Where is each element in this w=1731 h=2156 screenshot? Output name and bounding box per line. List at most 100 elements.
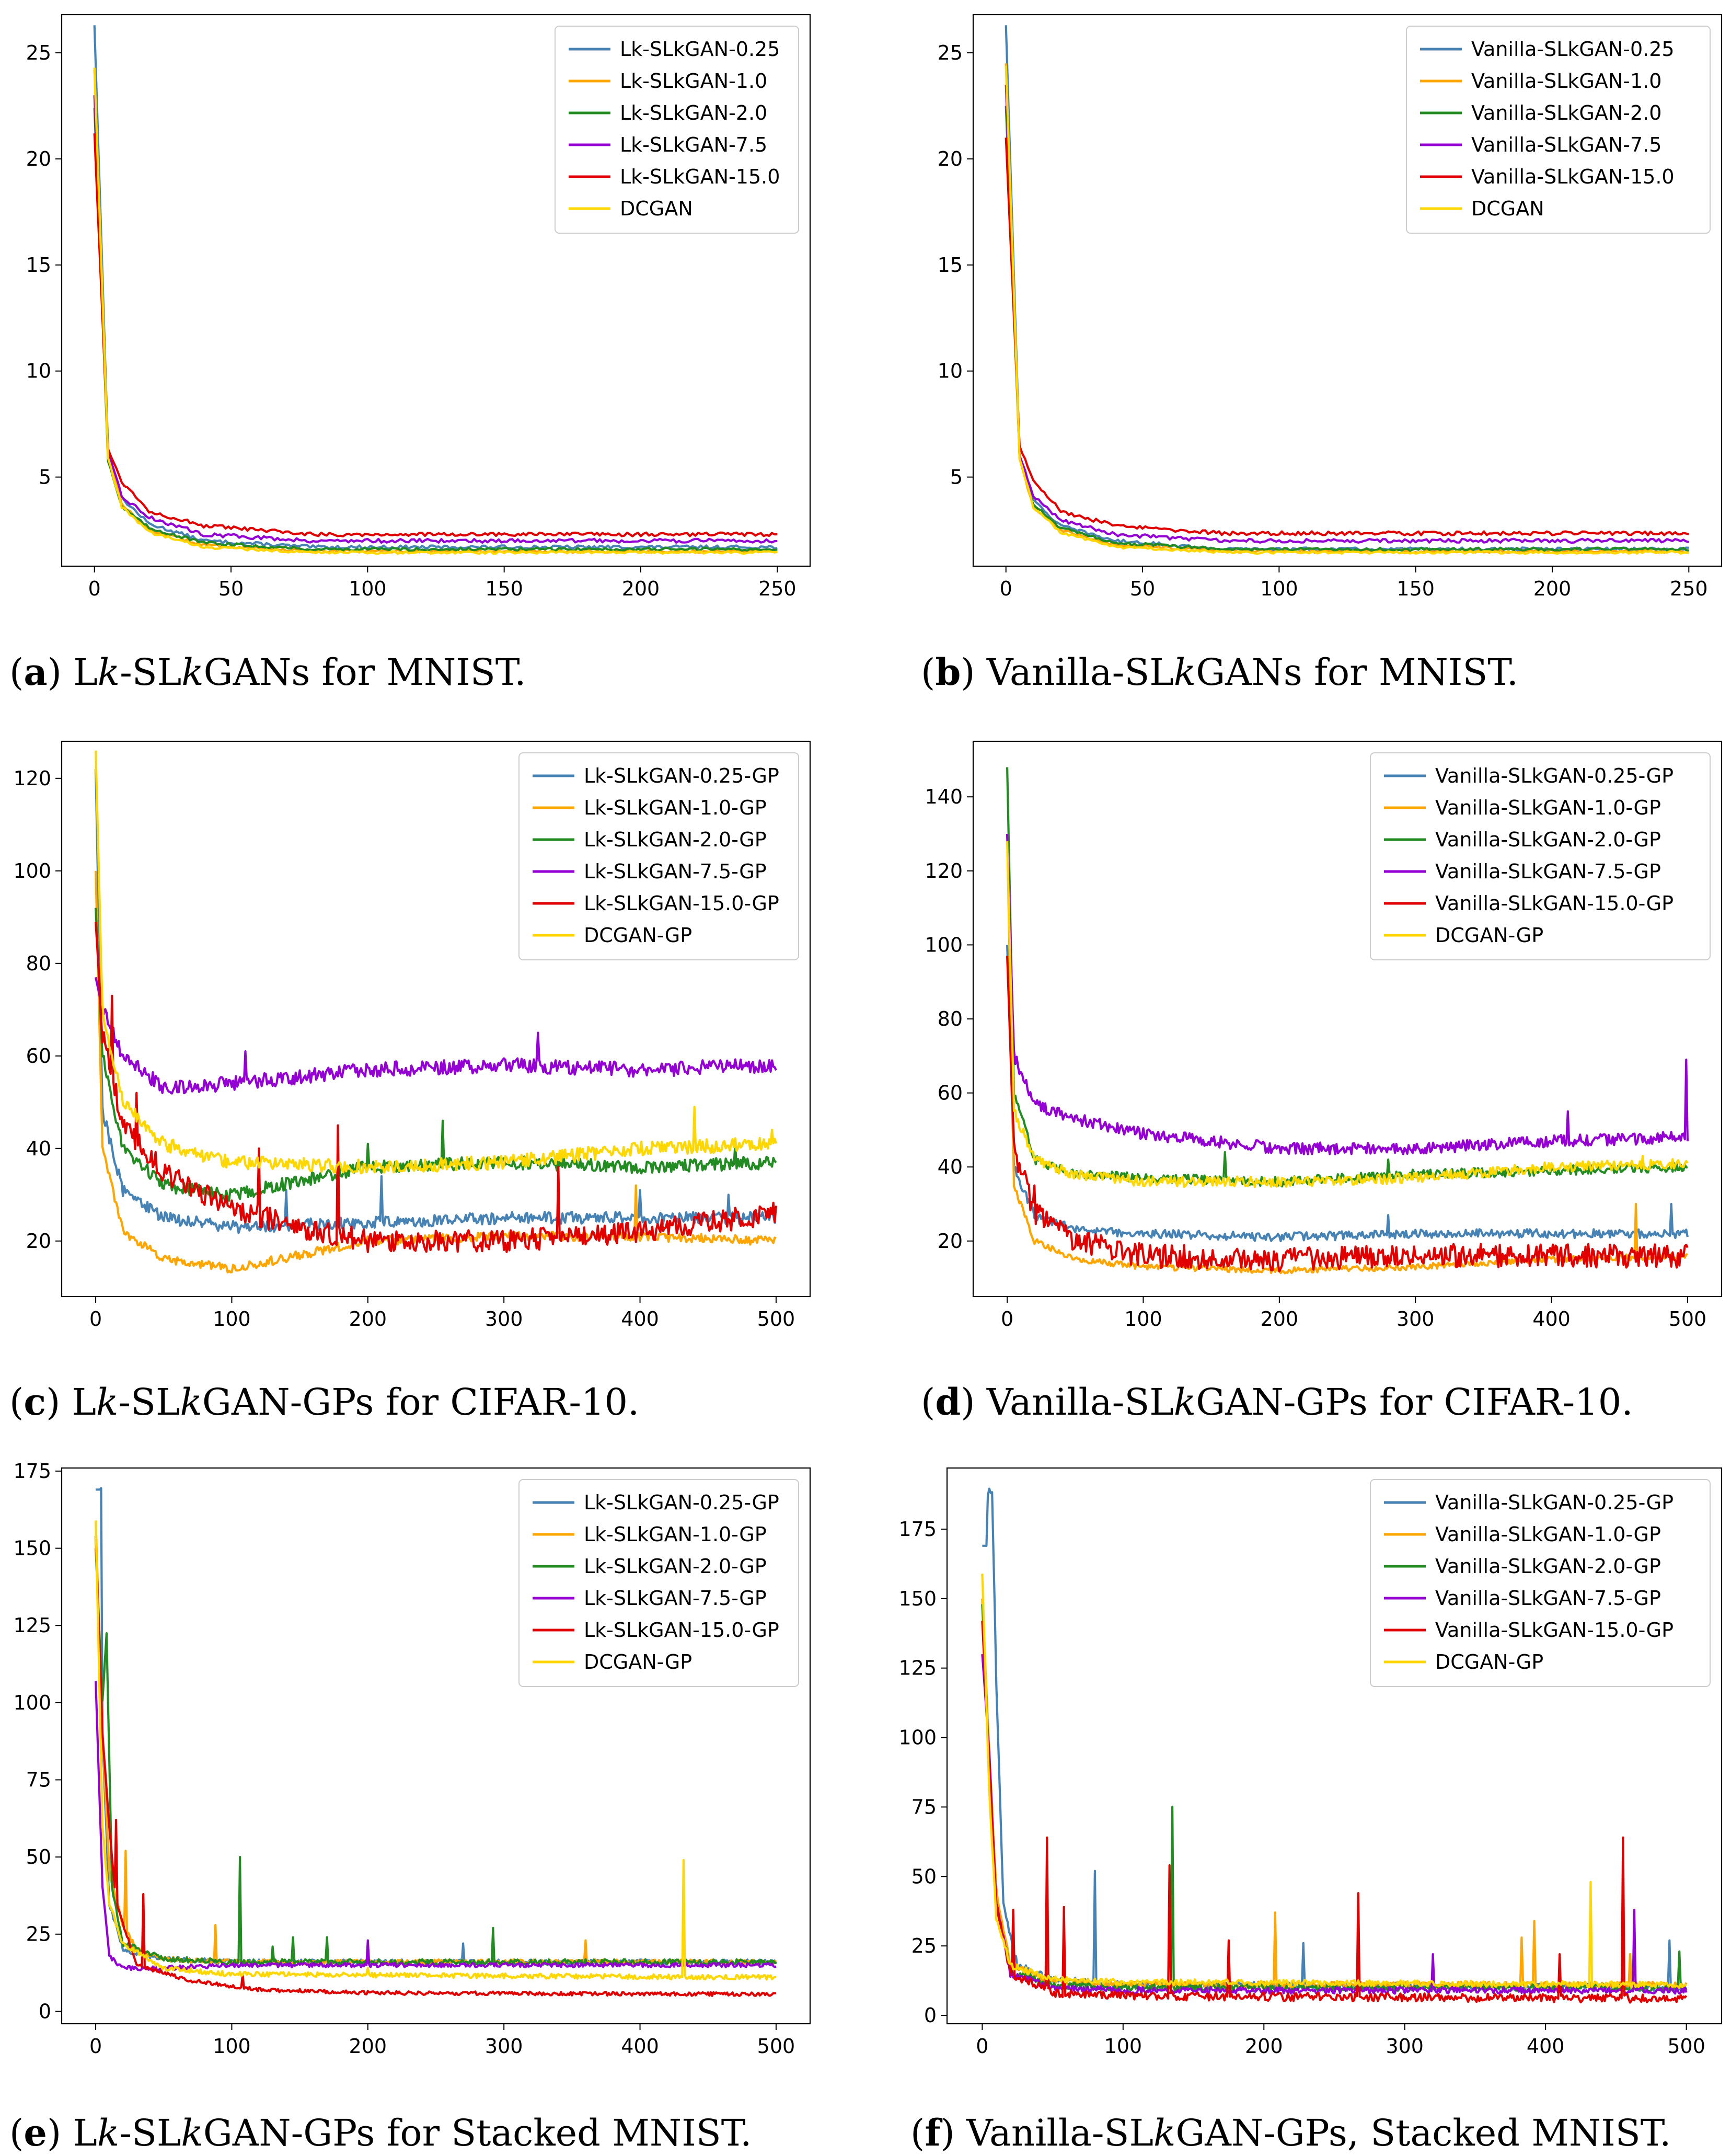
series-line-Vanilla-SLkGAN-15.0-GP <box>981 1621 1688 2004</box>
legend-label: Vanilla-SLkGAN-2.0 <box>1471 101 1661 124</box>
series-line-Vanilla-SLkGAN-2.0 <box>1005 106 1689 552</box>
x-tick-label: 200 <box>1261 1308 1299 1331</box>
legend-label: Lk-SLkGAN-15.0 <box>620 165 780 188</box>
y-tick-label: 80 <box>26 952 51 975</box>
plot-area <box>95 1487 777 1997</box>
x-tick-label: 200 <box>349 2035 387 2058</box>
x-tick-label: 100 <box>213 2035 251 2058</box>
legend: Lk-SLkGAN-0.25 Lk-SLkGAN-1.0 Lk-SLkGAN-2.0… <box>555 26 799 234</box>
y-tick-label: 60 <box>938 1082 963 1105</box>
x-tick-label: 50 <box>1130 577 1155 600</box>
x-tick-label: 300 <box>485 2035 523 2058</box>
y-tick-label: 10 <box>938 360 963 383</box>
legend-label: Vanilla-SLkGAN-15.0-GP <box>1435 1619 1674 1642</box>
y-tick-label: 75 <box>26 1768 51 1791</box>
x-tick-label: 300 <box>1386 2035 1424 2058</box>
x-tick-label: 100 <box>349 577 387 600</box>
series-line-Vanilla-SLkGAN-0.25-GP <box>1006 945 1689 1243</box>
y-tick-label: 175 <box>13 1460 51 1483</box>
series-line-Lk-SLkGAN-2.0 <box>93 108 778 552</box>
legend-label: Lk-SLkGAN-1.0-GP <box>584 1523 767 1546</box>
legend-label: DCGAN-GP <box>584 1650 692 1673</box>
legend: Vanilla-SLkGAN-0.25-GP Vanilla-SLkGAN-1.0… <box>1370 752 1711 960</box>
legend-label: Vanilla-SLkGAN-7.5-GP <box>1435 1587 1661 1610</box>
series-line-Lk-SLkGAN-7.5-GP <box>95 977 777 1095</box>
y-tick-label: 80 <box>938 1007 963 1030</box>
series-line-DCGAN-GP <box>95 750 777 1175</box>
x-tick-label: 100 <box>1124 1308 1162 1331</box>
series-line-Lk-SLkGAN-15.0 <box>93 133 778 537</box>
plot-frame <box>972 14 1723 567</box>
series-line-DCGAN-GP <box>1006 841 1689 1188</box>
legend-label: Vanilla-SLkGAN-7.5 <box>1471 133 1661 156</box>
y-tick-label: 60 <box>26 1045 51 1068</box>
legend-label: Lk-SLkGAN-1.0-GP <box>584 796 767 819</box>
legend-label: Lk-SLkGAN-7.5-GP <box>584 1587 767 1610</box>
legend-label: Vanilla-SLkGAN-15.0 <box>1471 165 1675 188</box>
series-line-Lk-SLkGAN-1.0 <box>93 70 778 554</box>
y-tick-label: 5 <box>950 466 963 489</box>
plot-frame <box>61 14 811 567</box>
x-tick-label: 500 <box>1669 1308 1707 1331</box>
caption-d: (d) Vanilla-SLkGAN-GPs for CIFAR-10. <box>921 1380 1633 1424</box>
y-tick-label: 50 <box>26 1845 51 1868</box>
legend-label: Vanilla-SLkGAN-1.0-GP <box>1435 1523 1661 1546</box>
x-tick-label: 500 <box>757 1308 795 1331</box>
y-tick-label: 25 <box>26 1923 51 1946</box>
plot-frame <box>61 740 811 1298</box>
x-tick-label: 200 <box>1533 577 1572 600</box>
x-tick-label: 400 <box>1532 1308 1571 1331</box>
series-line-DCGAN <box>1005 65 1689 555</box>
series-line-Lk-SLkGAN-15.0-GP <box>95 1535 777 1997</box>
x-tick-label: 200 <box>1245 2035 1283 2058</box>
chart-panel-b: 0 50 100 150 200 250 5 10 15 20 25 Vanilla-SLkGAN-0… <box>921 14 1723 694</box>
legend-label: DCGAN-GP <box>1435 1650 1543 1673</box>
y-tick-label: 120 <box>13 767 51 790</box>
legend-label: Vanilla-SLkGAN-15.0-GP <box>1435 892 1674 915</box>
x-tick-label: 400 <box>1527 2035 1565 2058</box>
y-tick-label: 20 <box>938 147 963 170</box>
y-tick-label: 15 <box>26 254 51 277</box>
chart-panel-d: 0 100 200 300 400 500 20 40 60 80 100 120 140 Vanilla… <box>921 740 1723 1424</box>
legend-label: DCGAN-GP <box>1435 924 1543 947</box>
x-tick-label: 500 <box>1667 2035 1705 2058</box>
y-tick-label: 0 <box>39 2000 51 2023</box>
plot-area <box>95 750 777 1274</box>
x-tick-label: 400 <box>621 1308 659 1331</box>
legend-label: DCGAN <box>1471 197 1544 220</box>
y-tick-label: 5 <box>39 466 51 489</box>
chart-panel-e: 0 100 200 300 400 500 0 25 50 75 100 125 150 175 Lk-SL… <box>9 1460 811 2154</box>
x-tick-label: 0 <box>89 1308 102 1331</box>
legend-box <box>518 752 799 960</box>
x-tick-label: 500 <box>757 2035 795 2058</box>
legend-label: Lk-SLkGAN-1.0 <box>620 70 767 93</box>
legend-label: Lk-SLkGAN-0.25-GP <box>584 1491 779 1514</box>
x-tick-label: 400 <box>621 2035 659 2058</box>
plot-area <box>981 1487 1688 2004</box>
y-tick-label: 120 <box>925 859 963 882</box>
y-tick-label: 140 <box>925 785 963 808</box>
y-tick-label: 40 <box>938 1155 963 1178</box>
x-tick-label: 200 <box>349 1308 387 1331</box>
legend-label: Vanilla-SLkGAN-1.0 <box>1471 70 1661 93</box>
legend-label: Lk-SLkGAN-2.0 <box>620 101 767 124</box>
y-tick-label: 125 <box>13 1614 51 1637</box>
x-tick-label: 0 <box>1001 1308 1013 1331</box>
legend-label: Vanilla-SLkGAN-0.25 <box>1471 38 1675 61</box>
y-tick-label: 100 <box>13 1691 51 1714</box>
x-tick-label: 150 <box>485 577 523 600</box>
legend-box <box>518 1479 799 1687</box>
x-tick-label: 0 <box>976 2035 988 2058</box>
legend-label: DCGAN-GP <box>584 924 692 947</box>
caption-f: (f) Vanilla-SLkGAN-GPs, Stacked MNIST. <box>910 2111 1671 2154</box>
legend-label: Vanilla-SLkGAN-7.5-GP <box>1435 860 1661 883</box>
y-tick-label: 25 <box>26 41 51 64</box>
x-tick-label: 300 <box>1397 1308 1435 1331</box>
plot-frame <box>946 1467 1723 2025</box>
series-line-Lk-SLkGAN-7.5 <box>93 95 778 544</box>
caption-b: (b) Vanilla-SLkGANs for MNIST. <box>921 650 1518 694</box>
y-tick-label: 150 <box>13 1537 51 1560</box>
legend-box <box>1406 26 1711 234</box>
legend-box <box>555 26 799 234</box>
x-tick-label: 100 <box>213 1308 251 1331</box>
